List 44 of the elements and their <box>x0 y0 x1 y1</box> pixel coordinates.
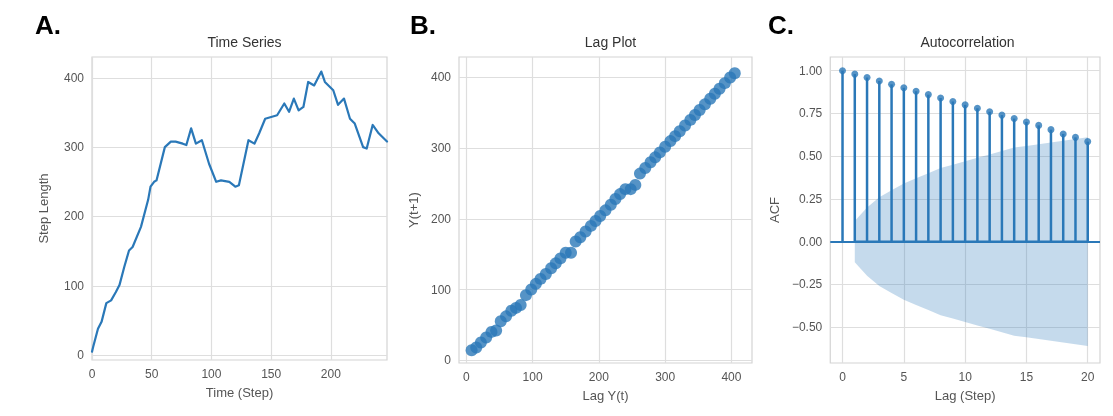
y-tick-label: 100 <box>63 278 85 293</box>
x-tick-label: 0 <box>88 367 96 381</box>
y-tick-label: 300 <box>63 140 85 155</box>
x-tick-label: 200 <box>588 370 610 384</box>
chart-title: Autocorrelation <box>920 34 1015 50</box>
y-axis-title: Step Length <box>36 173 51 244</box>
x-axis-title: Lag (Step) <box>934 388 996 403</box>
text: A. <box>35 10 61 40</box>
x-tick-label: 100 <box>201 367 222 381</box>
y-tick-label: 400 <box>63 70 85 85</box>
x-tick-label: 100 <box>522 370 543 384</box>
x-tick-label: 150 <box>261 367 282 381</box>
chart-title: Time Series <box>207 34 282 50</box>
y-axis-title: Y(t+1) <box>406 192 422 228</box>
y-tick-label: 1.00 <box>798 63 823 78</box>
x-tick-label: 10 <box>958 370 973 384</box>
x-tick-label: 0 <box>462 370 470 384</box>
x-axis-title: Lag Y(t) <box>582 388 629 403</box>
x-tick-label: 0 <box>839 370 847 384</box>
x-tick-label: 5 <box>900 370 908 384</box>
y-tick-label: 0 <box>77 348 85 363</box>
y-tick-label: 0.00 <box>798 234 823 249</box>
chart-title: Lag Plot <box>584 34 637 50</box>
text: C. <box>768 10 794 40</box>
x-tick-label: 200 <box>320 367 342 381</box>
y-axis-title: ACF <box>767 196 782 223</box>
y-tick-label: 0 <box>444 353 452 368</box>
text: B. <box>410 10 436 40</box>
x-tick-label: 400 <box>721 370 742 384</box>
x-tick-label: 20 <box>1081 370 1095 384</box>
y-tick-label: 0.25 <box>798 191 823 206</box>
y-tick-label: 300 <box>430 141 452 156</box>
y-tick-label: 100 <box>430 282 452 297</box>
y-tick-label: −0.50 <box>791 320 823 335</box>
y-tick-label: 200 <box>63 209 85 224</box>
y-tick-label: 200 <box>430 211 452 226</box>
x-tick-label: 50 <box>145 367 159 381</box>
x-tick-label: 300 <box>655 370 676 384</box>
y-tick-label: 0.75 <box>798 106 823 121</box>
y-tick-label: 400 <box>430 70 452 85</box>
y-tick-label: 0.50 <box>798 149 823 164</box>
y-tick-label: −0.25 <box>791 277 823 292</box>
x-tick-label: 15 <box>1019 370 1034 384</box>
x-axis-title: Time (Step) <box>205 385 274 400</box>
